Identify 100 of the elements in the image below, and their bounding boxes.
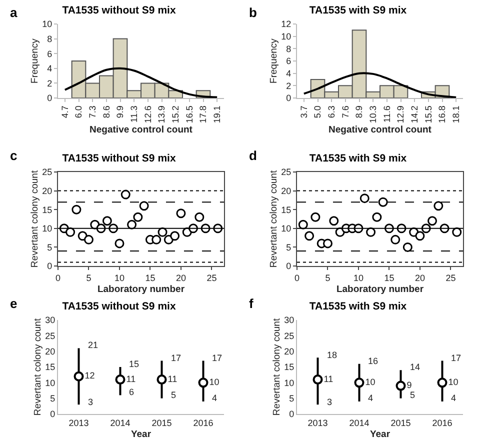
annotation: 18 [327, 350, 338, 360]
x-tick-label: 14.2 [410, 106, 420, 124]
y-tick-label: 0 [286, 93, 292, 104]
y-tick-label: 5 [289, 393, 294, 404]
x-tick-label: 9.9 [115, 106, 126, 118]
point [198, 378, 208, 388]
point [354, 378, 364, 388]
x-tick-label: 15 [145, 272, 156, 283]
point [372, 212, 382, 222]
x-tick-label: 2013 [68, 418, 89, 428]
x-tick-label: 2013 [308, 418, 328, 428]
text: a [10, 5, 18, 20]
x-tick-label: 2014 [110, 418, 130, 428]
x-tick-label: 3.7 [298, 106, 309, 118]
x-tick-label: 25 [206, 272, 217, 283]
annotation: 3 [88, 397, 94, 407]
point [434, 201, 444, 211]
annotation: 17 [451, 353, 462, 363]
annotation: 21 [88, 340, 98, 350]
point [366, 227, 376, 237]
line-series [302, 72, 458, 98]
data-label: 11 [126, 374, 136, 384]
data-label: 10 [365, 376, 376, 387]
y-tick-label: 12 [281, 19, 292, 30]
x-tick-label: 2015 [152, 418, 172, 428]
point [298, 220, 308, 230]
x-tick-label: 10 [353, 272, 364, 283]
x-tick-label: 25 [446, 272, 456, 283]
chart-title: TA1535 with S9 mix [309, 300, 407, 312]
annotation: 14 [410, 362, 420, 372]
x-tick-label: 5 [325, 272, 330, 283]
x-tick-label: 15 [384, 272, 394, 283]
x-tick-label: 15.2 [170, 106, 181, 124]
point [437, 378, 448, 388]
x-axis-title: Negative control count [328, 124, 432, 136]
x-tick-label: 5 [86, 272, 92, 283]
x-tick-label: 16.5 [184, 106, 194, 124]
x-tick-label: 20 [176, 272, 186, 283]
x-axis-title: Year [370, 428, 390, 440]
y-tick-label: 15 [45, 362, 56, 372]
x-tick-label: 12.6 [142, 106, 153, 124]
y-tick-label: 20 [45, 346, 56, 356]
y-tick-label: 0 [286, 261, 292, 272]
chart-title: TA1535 with S9 mix [309, 152, 407, 164]
x-axis-title: Negative control count [90, 124, 194, 136]
point [74, 371, 84, 382]
y-tick-label: 10 [45, 378, 56, 388]
y-tick-label: 0 [47, 261, 52, 272]
y-axis-title: Revertant colony count [268, 170, 280, 268]
data-label: 10 [448, 376, 458, 387]
x-tick-label: 6.0 [74, 106, 84, 118]
annotation: 17 [212, 353, 222, 363]
point [156, 374, 167, 385]
point [170, 231, 180, 241]
x-tick-label: 2016 [432, 418, 452, 428]
text: b [249, 5, 257, 20]
point [310, 212, 320, 222]
x-tick-label: 16.8 [437, 106, 448, 124]
annotation: 5 [171, 390, 176, 400]
point [114, 238, 124, 248]
y-tick-label: 25 [284, 330, 294, 341]
y-tick-label: 0 [289, 409, 294, 420]
x-tick-label: 11.3 [129, 106, 140, 122]
annotation: 3 [327, 397, 332, 407]
point [428, 216, 438, 226]
y-tick-label: 30 [284, 315, 294, 326]
x-tick-label: 7.6 [340, 106, 350, 118]
point [322, 238, 332, 248]
y-tick-label: 10 [42, 224, 52, 234]
annotation: 6 [129, 387, 134, 397]
y-tick-label: 4 [47, 64, 52, 74]
point [396, 380, 406, 391]
point [402, 242, 412, 252]
point [415, 231, 425, 241]
y-axis-title: Revertant colony count [29, 170, 40, 268]
data-label: 11 [324, 374, 334, 384]
y-tick-label: 20 [42, 186, 52, 196]
text: d [249, 148, 257, 163]
point [133, 212, 143, 222]
chart-title: TA1535 without S9 mix [62, 4, 176, 16]
x-tick-label: 11.6 [382, 106, 392, 122]
annotation: 17 [171, 353, 182, 363]
point [360, 194, 370, 204]
y-tick-label: 6 [47, 48, 52, 59]
chart-title: TA1535 with S9 mix [309, 4, 407, 16]
point [152, 234, 162, 244]
x-tick-label: 7.3 [88, 106, 98, 118]
x-tick-label: 2014 [349, 418, 370, 428]
y-tick-label: 15 [284, 362, 294, 372]
x-tick-label: 6.3 [326, 106, 337, 118]
annotation: 4 [368, 393, 374, 403]
x-tick-label: 13.9 [156, 106, 167, 124]
annotation: 4 [212, 393, 218, 403]
point [139, 201, 149, 211]
x-tick-label: 4.7 [60, 106, 70, 118]
x-tick-label: 10.3 [368, 106, 378, 124]
y-tick-label: 0 [50, 409, 56, 420]
x-tick-label: 17.8 [198, 106, 208, 124]
x-axis-title: Laboratory number [336, 284, 424, 295]
line-series [64, 67, 218, 98]
